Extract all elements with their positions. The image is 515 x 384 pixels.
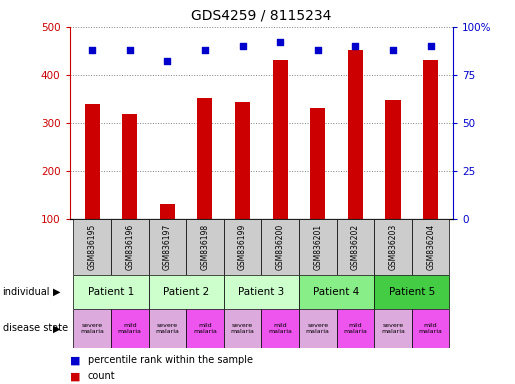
Bar <box>73 275 148 309</box>
Bar <box>73 309 111 348</box>
Bar <box>299 219 337 275</box>
Text: severe
malaria: severe malaria <box>381 323 405 334</box>
Text: severe
malaria: severe malaria <box>80 323 104 334</box>
Text: percentile rank within the sample: percentile rank within the sample <box>88 355 252 365</box>
Point <box>351 43 359 49</box>
Text: GSM836203: GSM836203 <box>388 223 398 270</box>
Text: mild
malaria: mild malaria <box>118 323 142 334</box>
Bar <box>224 309 261 348</box>
Bar <box>299 275 374 309</box>
Text: GSM836202: GSM836202 <box>351 223 360 270</box>
Point <box>238 43 247 49</box>
Text: GSM836200: GSM836200 <box>276 223 285 270</box>
Bar <box>148 309 186 348</box>
Text: GSM836195: GSM836195 <box>88 223 97 270</box>
Bar <box>160 204 175 219</box>
Bar <box>412 309 450 348</box>
Bar <box>148 219 186 275</box>
Bar <box>348 50 363 219</box>
Bar <box>337 219 374 275</box>
Text: GSM836198: GSM836198 <box>200 223 210 270</box>
Bar <box>261 219 299 275</box>
Text: GSM836197: GSM836197 <box>163 223 172 270</box>
Bar <box>84 104 99 219</box>
Point <box>314 47 322 53</box>
Text: ■: ■ <box>70 371 80 381</box>
Bar <box>261 309 299 348</box>
Bar <box>374 219 412 275</box>
Text: ■: ■ <box>70 355 80 365</box>
Bar <box>186 309 224 348</box>
Bar <box>122 114 137 219</box>
Point <box>88 47 96 53</box>
Point <box>276 39 284 45</box>
Bar <box>111 219 148 275</box>
Bar <box>423 61 438 219</box>
Bar <box>374 309 412 348</box>
Point <box>426 43 435 49</box>
Bar <box>224 275 299 309</box>
Text: count: count <box>88 371 115 381</box>
Text: Patient 4: Patient 4 <box>314 287 359 297</box>
Bar <box>386 100 401 219</box>
Text: GSM836199: GSM836199 <box>238 223 247 270</box>
Text: GSM836201: GSM836201 <box>313 223 322 270</box>
Bar <box>374 275 450 309</box>
Text: severe
malaria: severe malaria <box>231 323 254 334</box>
Text: disease state: disease state <box>3 323 67 333</box>
Bar <box>73 219 111 275</box>
Bar <box>272 61 288 219</box>
Text: ▶: ▶ <box>53 323 60 333</box>
Bar <box>310 109 325 219</box>
Bar <box>197 98 213 219</box>
Bar <box>299 309 337 348</box>
Text: mild
malaria: mild malaria <box>419 323 442 334</box>
Point <box>163 58 171 65</box>
Point <box>201 47 209 53</box>
Text: mild
malaria: mild malaria <box>344 323 367 334</box>
Text: severe
malaria: severe malaria <box>156 323 179 334</box>
Text: Patient 2: Patient 2 <box>163 287 209 297</box>
Bar <box>186 219 224 275</box>
Text: ▶: ▶ <box>53 287 60 297</box>
Bar <box>235 102 250 219</box>
Bar <box>111 309 148 348</box>
Bar <box>412 219 450 275</box>
Text: GSM836204: GSM836204 <box>426 223 435 270</box>
Point <box>126 47 134 53</box>
Text: mild
malaria: mild malaria <box>268 323 292 334</box>
Text: Patient 3: Patient 3 <box>238 287 284 297</box>
Point <box>389 47 397 53</box>
Text: severe
malaria: severe malaria <box>306 323 330 334</box>
Text: Patient 1: Patient 1 <box>88 287 134 297</box>
Bar <box>148 275 224 309</box>
Bar <box>224 219 261 275</box>
Text: mild
malaria: mild malaria <box>193 323 217 334</box>
Bar <box>337 309 374 348</box>
Text: GSM836196: GSM836196 <box>125 223 134 270</box>
Text: individual: individual <box>3 287 50 297</box>
Title: GDS4259 / 8115234: GDS4259 / 8115234 <box>191 9 332 23</box>
Text: Patient 5: Patient 5 <box>389 287 435 297</box>
